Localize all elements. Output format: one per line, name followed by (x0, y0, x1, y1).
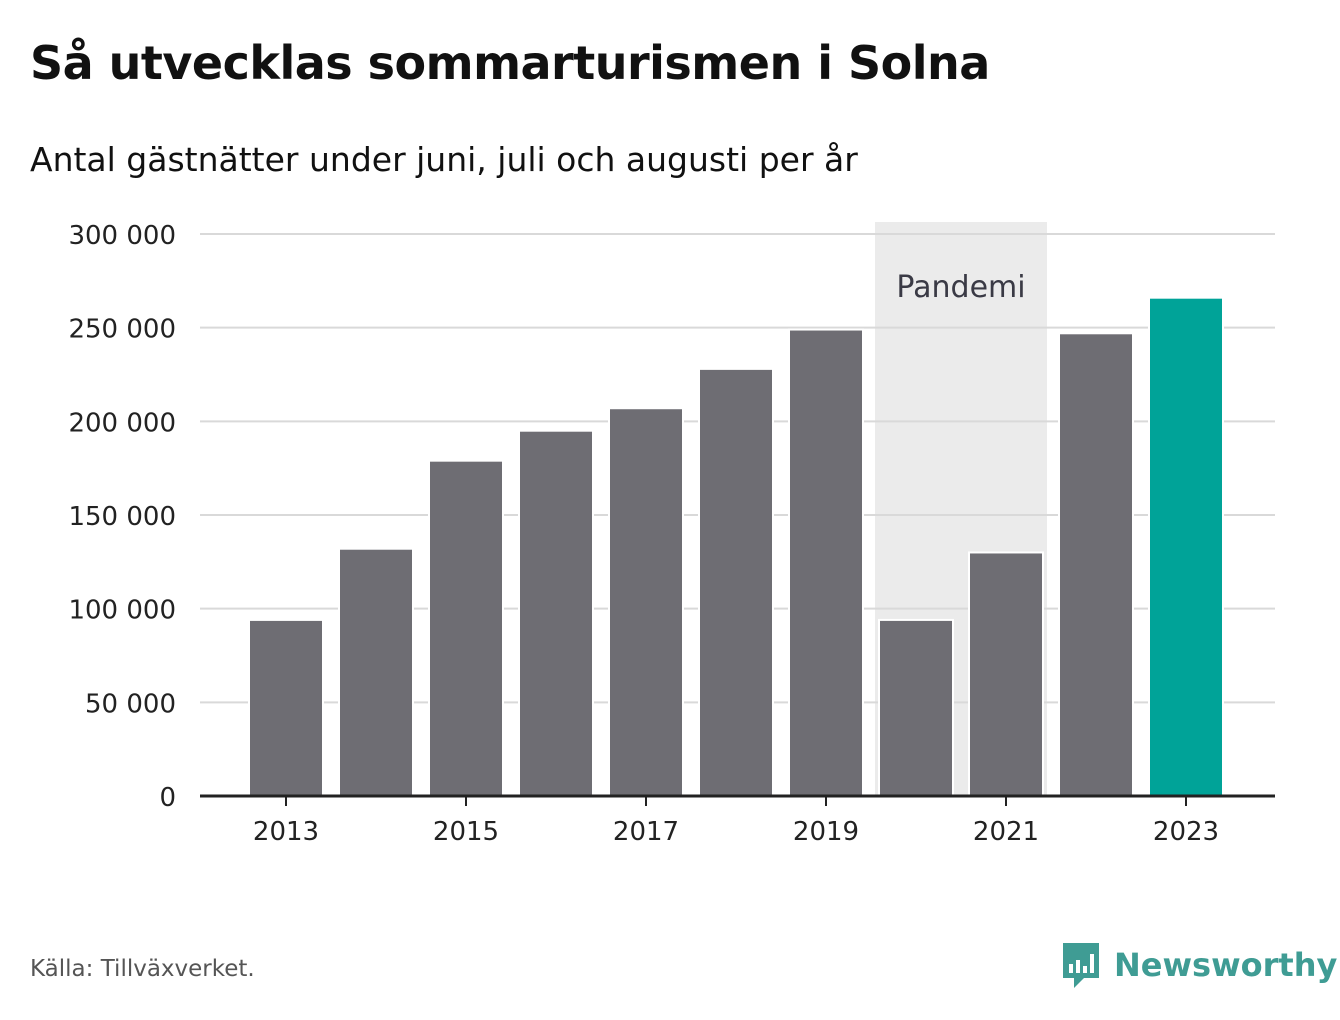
brand-name: Newsworthy (1114, 946, 1338, 984)
bar-2023 (1148, 296, 1224, 797)
y-tick-label: 300 000 (68, 221, 176, 251)
newsworthy-logo-icon (1063, 943, 1099, 988)
bar-2022 (1058, 332, 1134, 797)
chart-subtitle: Antal gästnätter under juni, juli och au… (30, 140, 858, 179)
y-tick-label: 0 (159, 783, 176, 813)
bar-2019 (788, 328, 864, 797)
x-tick-label: 2013 (253, 817, 319, 847)
chart-title: Så utvecklas sommarturismen i Solna (30, 36, 990, 90)
x-tick-label: 2021 (973, 817, 1039, 847)
x-tick-label: 2015 (433, 817, 499, 847)
pandemic-label: Pandemi (896, 270, 1025, 305)
bar-2015 (428, 459, 504, 797)
y-tick-label: 150 000 (68, 502, 176, 532)
y-tick-label: 50 000 (85, 689, 176, 719)
y-tick-label: 250 000 (68, 315, 176, 345)
y-tick-label: 200 000 (68, 408, 176, 438)
x-tick-label: 2019 (793, 817, 859, 847)
bar-2013 (248, 618, 324, 798)
newsworthy-logo: Newsworthy (1060, 940, 1337, 990)
y-tick-label: 100 000 (68, 596, 176, 626)
x-tick-label: 2023 (1153, 817, 1219, 847)
bar-2017 (608, 407, 684, 797)
bar-2018 (698, 367, 774, 797)
bar-2021 (968, 551, 1044, 798)
x-tick-label: 2017 (613, 817, 679, 847)
bar-2020 (878, 618, 954, 798)
bar-2014 (338, 547, 414, 797)
bar-chart: 0 50 000 100 000 150 000 200 000 250 000 300 0… (68, 221, 1275, 847)
bar-2016 (518, 429, 594, 797)
source-note: Källa: Tillväxverket. (30, 956, 255, 982)
